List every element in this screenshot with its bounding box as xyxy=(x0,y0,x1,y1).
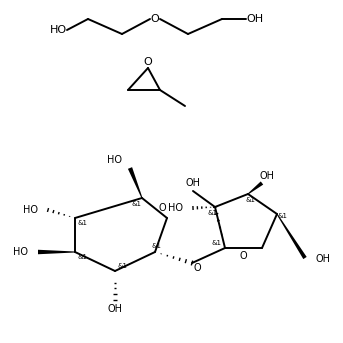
Text: HO: HO xyxy=(49,25,67,35)
Text: OH: OH xyxy=(246,14,263,24)
Text: OH: OH xyxy=(315,254,330,264)
Text: O: O xyxy=(158,203,166,213)
Text: &1: &1 xyxy=(118,263,128,269)
Text: &1: &1 xyxy=(131,201,141,207)
Text: &1: &1 xyxy=(278,213,288,219)
Text: O: O xyxy=(151,14,159,24)
Text: O: O xyxy=(193,263,201,273)
Text: OH: OH xyxy=(186,178,201,188)
Text: &1: &1 xyxy=(78,254,88,260)
Text: &1: &1 xyxy=(245,197,255,203)
Text: OH: OH xyxy=(260,171,274,181)
Text: HO: HO xyxy=(168,203,183,213)
Polygon shape xyxy=(128,167,142,198)
Text: HO: HO xyxy=(13,247,28,257)
Text: HO: HO xyxy=(107,155,122,165)
Text: O: O xyxy=(239,251,247,261)
Text: &1: &1 xyxy=(152,243,162,249)
Text: HO: HO xyxy=(23,205,38,215)
Text: &1: &1 xyxy=(78,220,88,226)
Text: OH: OH xyxy=(107,304,122,314)
Polygon shape xyxy=(38,250,75,254)
Polygon shape xyxy=(276,214,307,259)
Text: &1: &1 xyxy=(208,210,218,216)
Text: &1: &1 xyxy=(212,240,222,246)
Polygon shape xyxy=(248,181,263,194)
Text: O: O xyxy=(144,57,152,67)
